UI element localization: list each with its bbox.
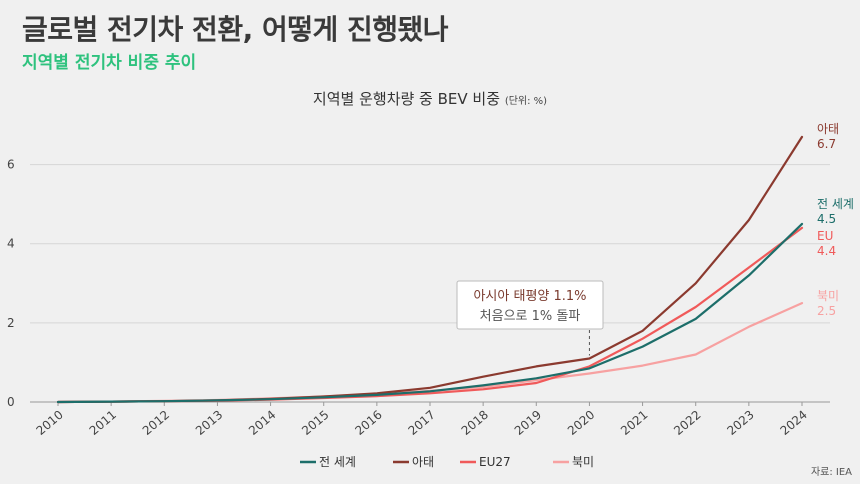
end-label-value: 6.7 [817,137,836,151]
end-labels: 전 세계4.5 아태6.7 EU4.4 북미2.5 [817,122,854,318]
x-tick-label: 2021 [618,408,650,438]
x-tick-label: 2015 [299,408,331,438]
x-tick-label: 2023 [724,408,756,438]
legend-label: 아태 [412,455,434,469]
end-label-name: 전 세계 [817,197,854,211]
annotation-line1: 아시아 태평양 1.1% [473,289,586,304]
chart-title: 지역별 운행차량 중 BEV 비중 (단위: %) [0,88,860,109]
x-tick-label: 2013 [193,408,225,438]
legend-label: 전 세계 [319,455,356,469]
x-tick-label: 2020 [565,408,597,438]
x-tick-label: 2022 [671,408,703,438]
y-tick-labels: 0 2 4 6 [7,158,15,409]
legend-label: EU27 [479,455,511,469]
y-tick-label: 4 [7,237,15,251]
series-lines [56,135,804,404]
annotation-box [456,280,604,330]
grid-lines [30,164,830,403]
source-note: 자료: IEA [810,467,852,478]
x-tick-label: 2010 [34,408,66,438]
chart-title-text: 지역별 운행차량 중 BEV 비중 [312,90,501,108]
legend: 전 세계 아태 EU27 북미 [300,455,594,469]
annotation: 아시아 태평양 1.1% 처음으로 1% 돌파 [456,280,604,356]
x-tick-label: 2024 [778,408,810,438]
end-label-name: 북미 [817,289,839,303]
end-label-value: 4.5 [817,212,836,226]
x-tick-label: 2017 [406,408,438,438]
x-tick-label: 2014 [246,408,278,438]
y-tick-label: 2 [7,316,15,330]
series-line-EU27 [56,226,804,404]
end-label-name: 아태 [817,122,839,136]
page-subtitle: 지역별 전기차 비중 추이 [22,53,197,73]
end-label-name: EU [817,229,833,243]
x-tick-label: 2019 [512,408,544,438]
y-tick-label: 0 [7,395,15,409]
end-label-value: 2.5 [817,304,836,318]
annotation-line2: 처음으로 1% 돌파 [480,309,581,324]
series-line-아태 [56,135,804,404]
x-tick-label: 2016 [352,408,384,438]
end-label-value: 4.4 [817,244,836,258]
legend-label: 북미 [572,455,594,469]
y-tick-label: 6 [7,158,15,172]
page-title: 글로벌 전기차 전환, 어떻게 진행됐나 [22,13,449,46]
series-line-전 세계 [56,222,804,404]
x-tick-label: 2018 [459,408,491,438]
chart-unit-note: (단위: %) [504,96,548,107]
x-tick-label: 2012 [140,408,172,438]
x-tick-labels: 2010 2011 2012 2013 2014 2015 2016 2017 2018 2019… [34,402,810,438]
x-tick-label: 2011 [87,408,119,438]
